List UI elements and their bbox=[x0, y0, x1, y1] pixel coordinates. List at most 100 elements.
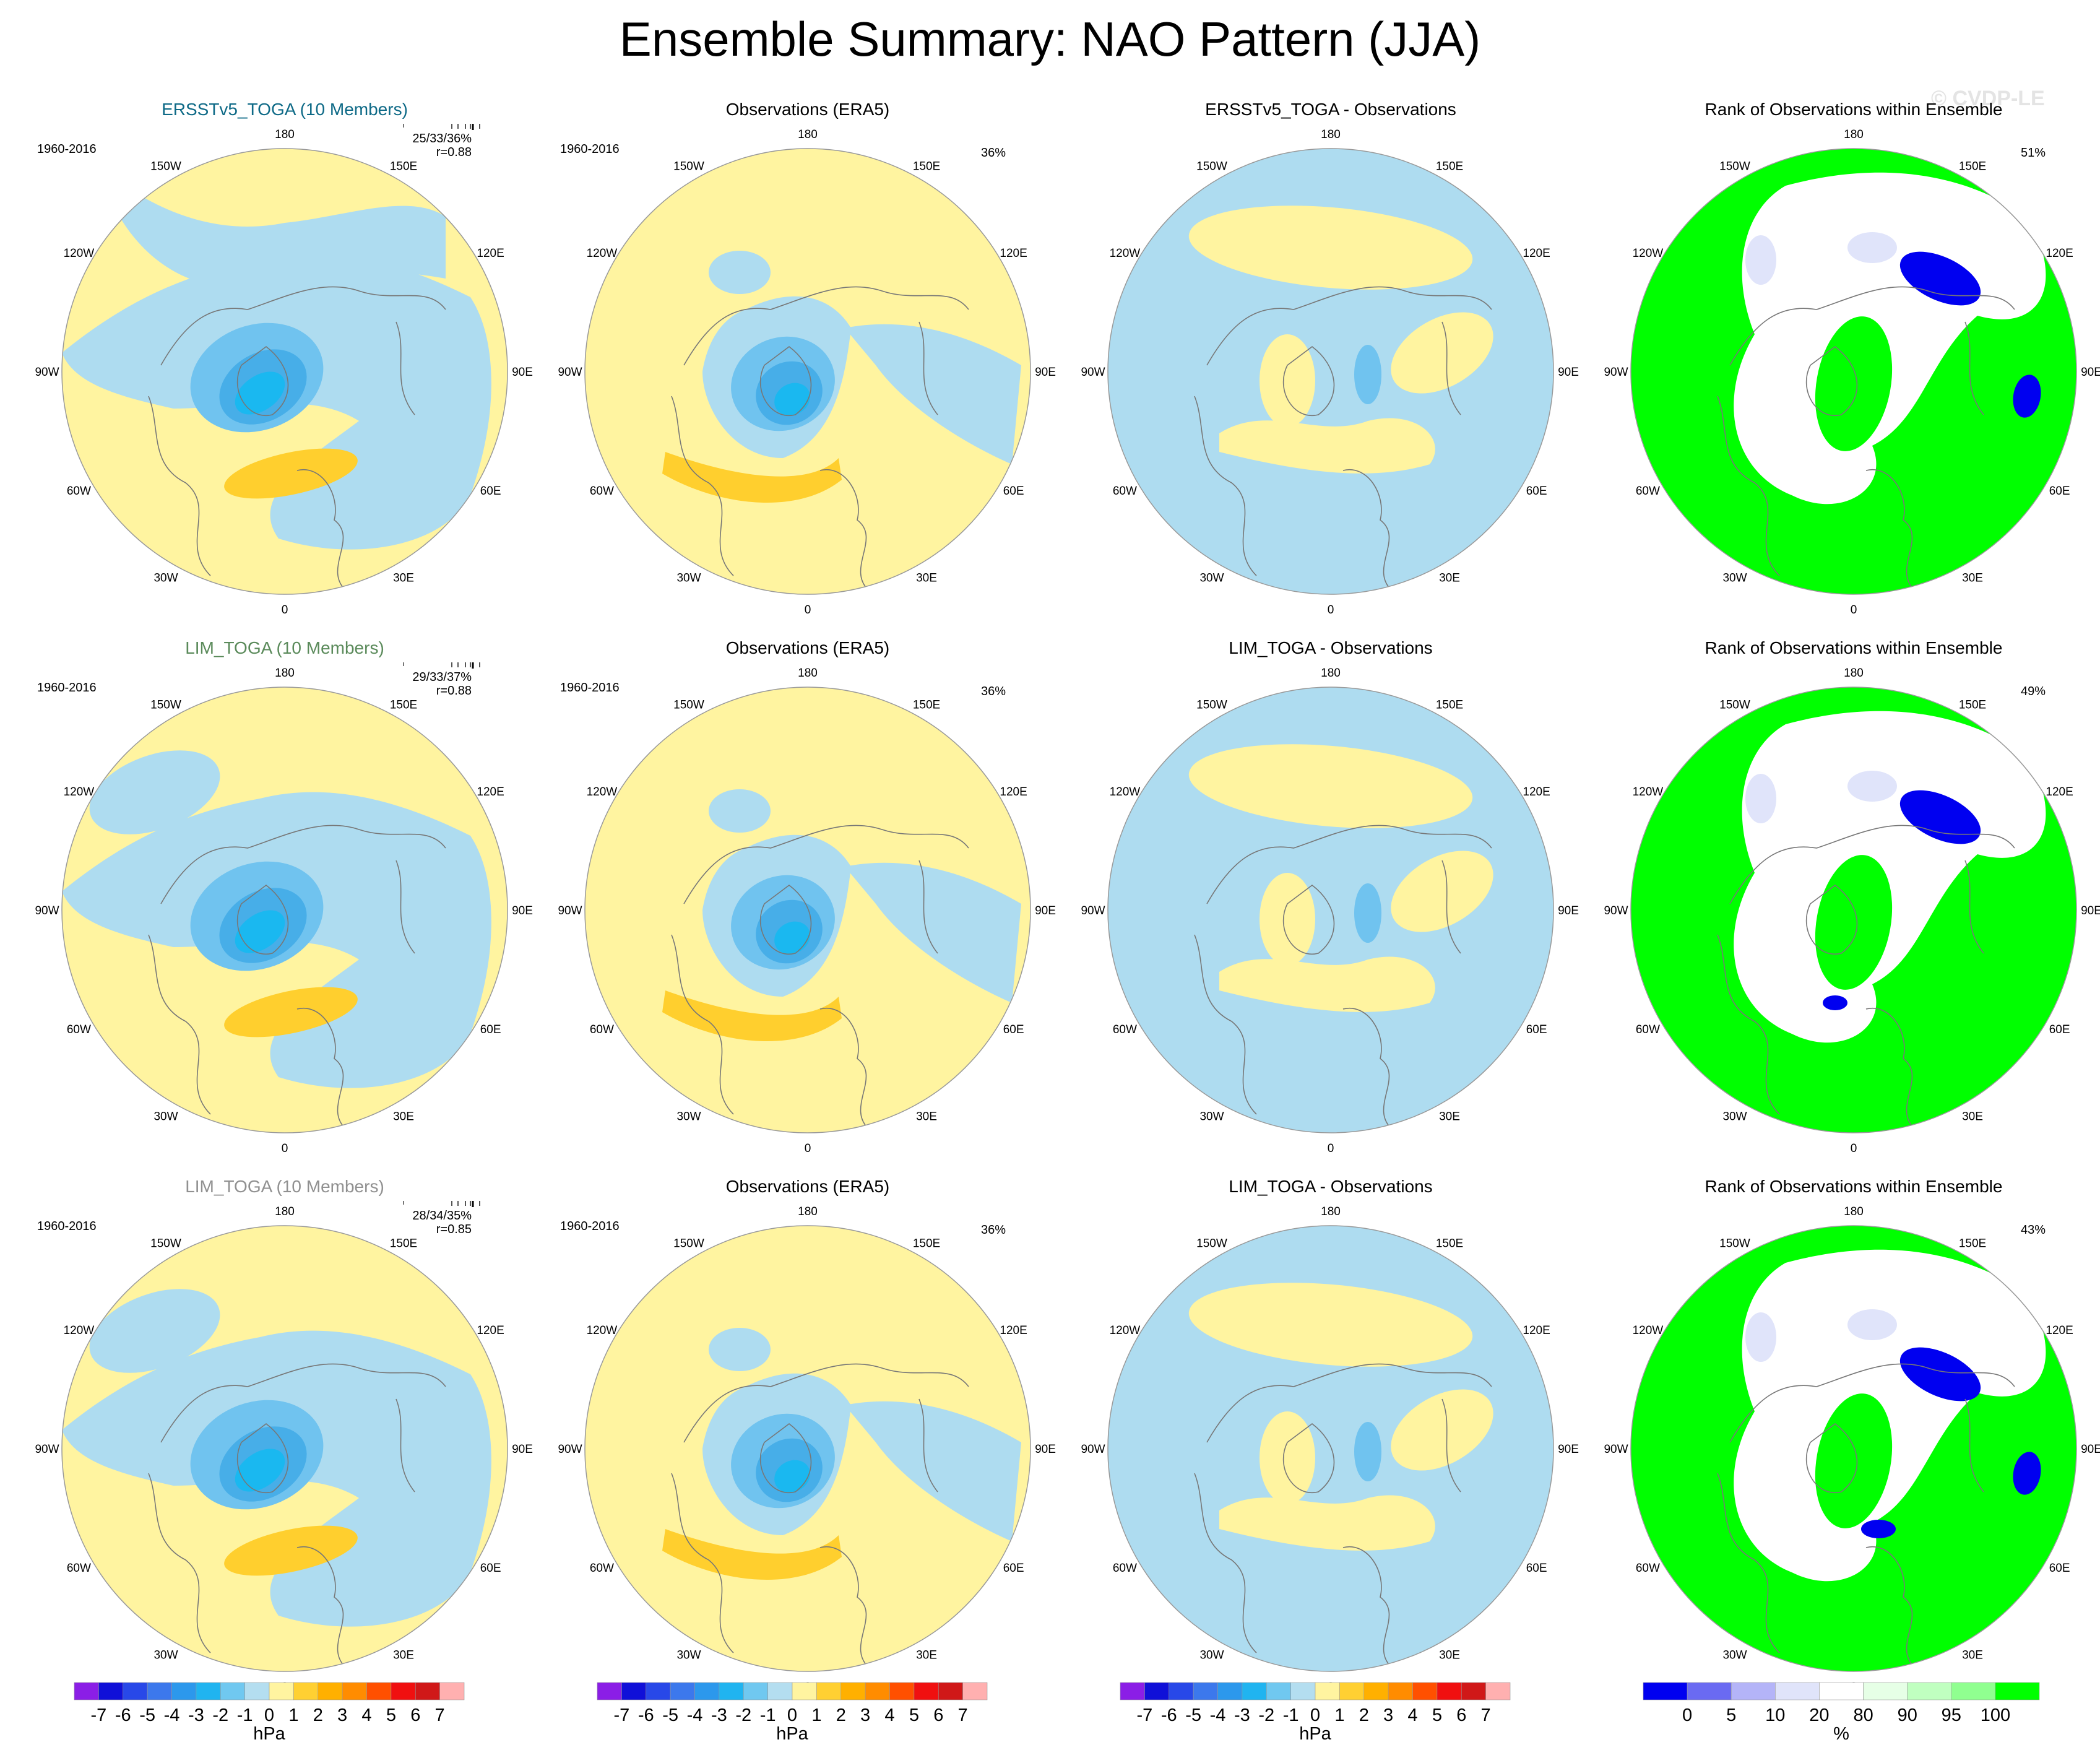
longitude-label: 0 bbox=[1851, 604, 1857, 617]
panel-model-row-3: LIM_TOGA (10 Members) 180 150E 120E 90E 60E 30… bbox=[25, 1176, 545, 1715]
model-panel-title: LIM_TOGA (10 Members) bbox=[185, 1177, 384, 1196]
coastline-asia bbox=[1964, 1398, 1984, 1492]
map-border bbox=[1630, 687, 2077, 1133]
panel-rank-row-2: Rank of Observations within Ensemble 180 1… bbox=[1594, 638, 2100, 1176]
panel-obs-row-1: Observations (ERA5) 180 150E 120E 90E 60E 30E 0… bbox=[548, 99, 1068, 638]
coastline-north-america bbox=[1194, 934, 1257, 1115]
coastline-eurasia-north bbox=[683, 286, 969, 366]
longitude-label: 30W bbox=[1722, 1111, 1747, 1124]
positive-region bbox=[1260, 1411, 1315, 1504]
longitude-label: 180 bbox=[798, 128, 818, 141]
positive-region bbox=[1188, 744, 1473, 828]
longitude-label: 120E bbox=[1523, 786, 1550, 799]
longitude-label: 90E bbox=[1558, 904, 1579, 917]
longitude-label: 60W bbox=[590, 1562, 614, 1575]
negative-region bbox=[709, 1328, 771, 1371]
member-ticks bbox=[403, 124, 480, 130]
panel-rank-row-1: Rank of Observations within Ensemble 180 1… bbox=[1594, 99, 2100, 638]
coastline-europe bbox=[1865, 1546, 1916, 1669]
rank-lowest-region bbox=[2013, 1452, 2041, 1495]
longitude-label: 150W bbox=[150, 698, 181, 711]
longitude-label: 150E bbox=[1959, 698, 1986, 711]
coastline-greenland bbox=[1282, 1423, 1335, 1494]
longitude-label: 150W bbox=[1719, 698, 1750, 711]
longitude-label: 150E bbox=[390, 160, 417, 173]
longitude-label: 0 bbox=[282, 1681, 288, 1694]
positive-region bbox=[1391, 851, 1493, 932]
longitude-label: 0 bbox=[1328, 1142, 1334, 1155]
low-contour bbox=[1354, 345, 1381, 404]
panel-rank-row-3: Rank of Observations within Ensemble 180 1… bbox=[1594, 1176, 2100, 1715]
map-border bbox=[61, 687, 508, 1133]
coastline-north-america bbox=[148, 396, 211, 576]
longitude-label: 90E bbox=[1035, 904, 1056, 917]
coastline-europe bbox=[296, 1546, 347, 1669]
longitude-label: 30W bbox=[1722, 1649, 1747, 1662]
coastline-greenland bbox=[1805, 1423, 1858, 1494]
longitude-label: 180 bbox=[1844, 667, 1864, 680]
longitude-label: 0 bbox=[805, 604, 811, 617]
member-ticks bbox=[403, 1201, 480, 1207]
coastline-north-america bbox=[1194, 1473, 1257, 1653]
longitude-label: 90E bbox=[1035, 366, 1056, 379]
coastline-eurasia-north bbox=[160, 825, 446, 904]
map-border bbox=[1107, 687, 1554, 1133]
longitude-label: 60W bbox=[1113, 485, 1137, 498]
longitude-label: 150W bbox=[673, 1237, 704, 1250]
longitude-label: 150E bbox=[1436, 698, 1463, 711]
rank-high-region bbox=[1815, 855, 1893, 990]
obs-panel-title: Observations (ERA5) bbox=[725, 100, 890, 119]
panel-diff-row-3: LIM_TOGA - Observations 180 150E 120E 90E 60E… bbox=[1071, 1176, 1591, 1715]
longitude-label: 180 bbox=[275, 128, 295, 141]
longitude-label: 150E bbox=[1436, 1237, 1463, 1250]
rank-low-region bbox=[1745, 235, 1776, 285]
model-panel-title: LIM_TOGA (10 Members) bbox=[185, 638, 384, 657]
longitude-label: 90E bbox=[512, 366, 533, 379]
longitude-label: 90E bbox=[1035, 1443, 1056, 1456]
rank-percent: 51% bbox=[2021, 146, 2046, 160]
longitude-label: 30E bbox=[393, 1111, 414, 1124]
rank-lowest-region bbox=[1899, 1347, 1981, 1401]
coastline-europe bbox=[1865, 1007, 1916, 1130]
coastline-greenland bbox=[236, 1423, 289, 1494]
high-contour bbox=[224, 448, 358, 499]
longitude-label: 30E bbox=[1439, 1111, 1460, 1124]
coastline-europe bbox=[1342, 1007, 1393, 1130]
longitude-label: 60E bbox=[480, 1562, 501, 1575]
coastline-eurasia-north bbox=[1206, 825, 1492, 904]
longitude-label: 60W bbox=[1113, 1562, 1137, 1575]
rank-panel-title: Rank of Observations within Ensemble bbox=[1705, 638, 2003, 657]
model-panel-title: ERSSTv5_TOGA (10 Members) bbox=[162, 100, 408, 119]
coastline-europe bbox=[819, 1546, 870, 1669]
panel-obs-row-3: Observations (ERA5) 180 150E 120E 90E 60E 30E 0… bbox=[548, 1176, 1068, 1715]
longitude-label: 150E bbox=[913, 160, 940, 173]
polar-map: 180 150E 120E 90E 60E 30E 0 30W 60W 90W 120W 150W 19… bbox=[558, 1205, 1056, 1694]
map-border bbox=[61, 1225, 508, 1672]
coastline-eurasia-north bbox=[1206, 286, 1492, 366]
longitude-label: 60E bbox=[1526, 485, 1547, 498]
longitude-label: 30E bbox=[393, 572, 414, 585]
coastline-eurasia-north bbox=[1729, 825, 2015, 904]
coastline-asia bbox=[1441, 1398, 1461, 1492]
pattern-correlation: r=0.88 bbox=[436, 145, 472, 159]
pattern-stats: 29/33/37% bbox=[412, 670, 472, 684]
longitude-label: 120E bbox=[1000, 786, 1027, 799]
negative-region bbox=[845, 862, 1021, 1003]
longitude-label: 90W bbox=[1081, 1443, 1105, 1456]
longitude-label: 30W bbox=[1199, 1649, 1224, 1662]
polar-map: 180 150E 120E 90E 60E 30E 0 30W 60W 90W 120W 150W 19… bbox=[35, 662, 533, 1155]
longitude-label: 180 bbox=[275, 1205, 295, 1218]
longitude-label: 180 bbox=[798, 1205, 818, 1218]
coastline-asia bbox=[395, 321, 415, 415]
longitude-label: 0 bbox=[1851, 1142, 1857, 1155]
longitude-label: 90E bbox=[2081, 1443, 2100, 1456]
longitude-label: 30W bbox=[1199, 572, 1224, 585]
coastline-asia bbox=[395, 1398, 415, 1492]
rank-low-region bbox=[1847, 232, 1897, 263]
negative-region bbox=[89, 750, 220, 834]
longitude-label: 180 bbox=[275, 667, 295, 680]
longitude-label: 180 bbox=[1321, 1205, 1341, 1218]
longitude-label: 30E bbox=[916, 572, 937, 585]
longitude-label: 90E bbox=[1558, 1443, 1579, 1456]
longitude-label: 60E bbox=[1003, 1023, 1024, 1036]
